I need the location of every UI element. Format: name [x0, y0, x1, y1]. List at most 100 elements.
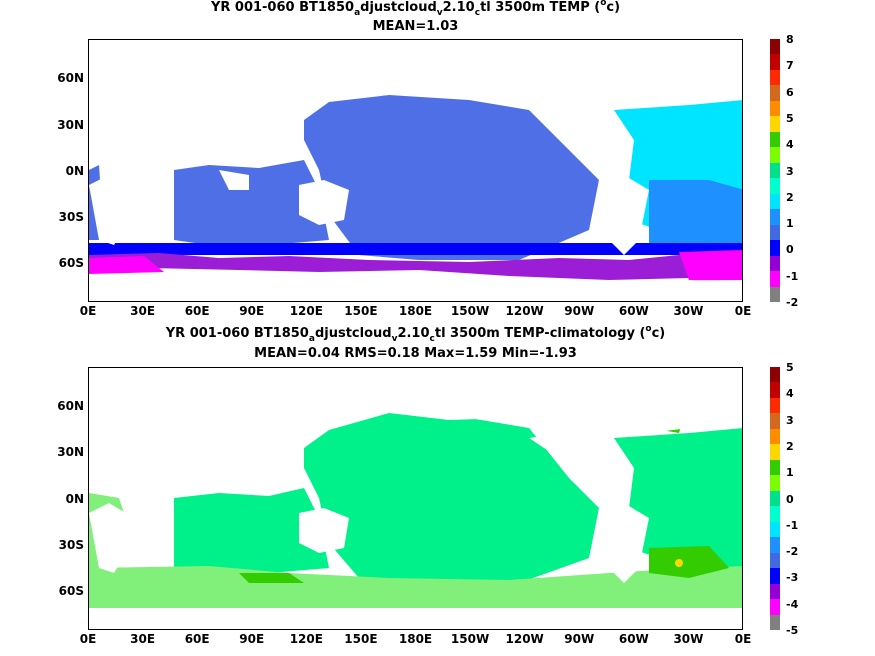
panel2-colorbar-label: -2 — [786, 545, 799, 559]
colorbar-swatch — [770, 367, 780, 383]
panel1-subtitle: MEAN=1.03 — [372, 19, 459, 34]
panel2-colorbar-label: -1 — [786, 518, 799, 532]
panel2-lon-label: 30E — [130, 632, 156, 646]
panel1-lon-label: 60E — [184, 304, 210, 318]
panel1-colorbar-label: 6 — [786, 85, 794, 99]
panel2-lat-label: 60S — [58, 584, 84, 598]
colorbar-swatch — [770, 193, 780, 210]
panel1-colorbar-label: 5 — [786, 111, 794, 125]
panel1-colorbar-label: -2 — [786, 296, 799, 309]
panel1-lon-label: 30W — [673, 304, 704, 318]
panel2-lon-label: 30W — [673, 632, 704, 646]
colorbar-swatch — [770, 397, 780, 414]
panel2-colorbar-label: -5 — [786, 624, 799, 637]
panel1-lon-label: 120W — [505, 304, 544, 318]
panel1-lon-label: 120E — [289, 304, 323, 318]
colorbar-swatch — [770, 614, 780, 630]
colorbar-swatch — [770, 100, 780, 117]
panel1-lon-label: 60W — [618, 304, 649, 318]
colorbar-swatch — [770, 583, 780, 600]
panel2-colorbar-label: 2 — [786, 439, 794, 453]
panel2-lon-label: 90W — [564, 632, 595, 646]
panel1-colorbar-label: 8 — [786, 33, 794, 46]
panel2-lat-label: 30N — [57, 445, 84, 459]
panel1-colorbar-label: 7 — [786, 59, 794, 73]
panel1-lon-label: 0E — [79, 304, 97, 318]
panel2-subtitle: MEAN=0.04 RMS=0.18 Max=1.59 Min=-1.93 — [254, 346, 577, 361]
panel2-colorbar-label: 0 — [786, 492, 794, 506]
panel1-lat-label: 60S — [58, 256, 84, 270]
panel2-lon-label: 150W — [450, 632, 490, 646]
panel2-lon-label: 120E — [289, 632, 323, 646]
panel2-colorbar-label: 4 — [786, 387, 794, 401]
panel1-colorbar-label: 1 — [786, 217, 794, 231]
colorbar-swatch — [770, 490, 780, 507]
colorbar-swatch — [770, 69, 780, 86]
panel2-lon-label: 90E — [239, 632, 265, 646]
panel2-lat-label: 30S — [58, 538, 84, 552]
colorbar-swatch — [770, 475, 780, 491]
colorbar-swatch — [770, 209, 780, 225]
panel2-lon-label: 150E — [344, 632, 378, 646]
colorbar-swatch — [770, 39, 780, 55]
colorbar-swatch — [770, 599, 780, 615]
panel1-field — [89, 40, 742, 301]
colorbar-swatch — [770, 178, 780, 194]
colorbar-swatch — [770, 382, 780, 398]
colorbar-swatch — [770, 506, 780, 522]
panel1-lon-label: 30E — [130, 304, 156, 318]
panel2-colorbar-label: -4 — [786, 597, 799, 611]
panel1-lat-label: 30N — [57, 118, 84, 132]
colorbar-swatch — [770, 224, 780, 241]
panel1-colorbar-label: 4 — [786, 138, 794, 152]
panel1-lon-label: 180E — [398, 304, 433, 318]
panel2-lon-label: 180E — [398, 632, 433, 646]
colorbar-swatch — [770, 537, 780, 553]
colorbar-swatch — [770, 255, 780, 272]
panel1-lon-label: 150E — [344, 304, 378, 318]
colorbar-swatch — [770, 162, 780, 179]
panel1-colorbar-label: 0 — [786, 243, 794, 257]
panel2-colorbar-label: 5 — [786, 361, 794, 374]
panel1-colorbar-label: 2 — [786, 190, 794, 204]
colorbar-swatch — [770, 552, 780, 569]
colorbar-swatch — [770, 54, 780, 70]
colorbar-swatch — [770, 271, 780, 287]
colorbar-swatch — [770, 568, 780, 584]
colorbar-swatch — [770, 85, 780, 101]
panel2-map — [88, 367, 743, 630]
panel2-lon-label: 0E — [79, 632, 97, 646]
panel1-lon-label: 0E — [734, 304, 752, 318]
panel2-lat-label: 0N — [65, 492, 84, 506]
panel2-lon-label: 60E — [184, 632, 210, 646]
panel1-lon-label: 90E — [239, 304, 265, 318]
panel1-map — [88, 39, 743, 302]
panel2-colorbar-label: 3 — [786, 413, 794, 427]
colorbar-swatch — [770, 147, 780, 163]
panel1-lat-label: 60N — [57, 71, 84, 85]
colorbar-swatch — [770, 444, 780, 460]
panel1-lat-label: 0N — [65, 164, 84, 178]
colorbar-swatch — [770, 116, 780, 132]
panel1-colorbar-label: -1 — [786, 269, 799, 283]
colorbar-swatch — [770, 413, 780, 429]
panel2-colorbar-label: 1 — [786, 466, 794, 480]
panel1-lon-label: 90W — [564, 304, 595, 318]
colorbar-swatch — [770, 428, 780, 445]
colorbar-swatch — [770, 240, 780, 256]
panel2-field — [89, 368, 742, 629]
panel1-title: YR 001-060 BT1850adjustcloudv2.10ctl 350… — [210, 0, 621, 18]
panel1-colorbar-label: 3 — [786, 164, 794, 178]
panel2-colorbar — [770, 367, 780, 630]
colorbar-swatch — [770, 131, 780, 148]
panel1-colorbar — [770, 39, 780, 302]
panel2-colorbar-label: -3 — [786, 571, 799, 585]
panel2-title: YR 001-060 BT1850adjustcloudv2.10ctl 350… — [165, 324, 666, 344]
panel1-lat-label: 30S — [58, 210, 84, 224]
panel2-lon-label: 120W — [505, 632, 544, 646]
panel2-lon-label: 0E — [734, 632, 752, 646]
panel2-lon-label: 60W — [618, 632, 649, 646]
panel1-lon-label: 150W — [450, 304, 490, 318]
colorbar-swatch — [770, 459, 780, 476]
panel2-lat-label: 60N — [57, 399, 84, 413]
